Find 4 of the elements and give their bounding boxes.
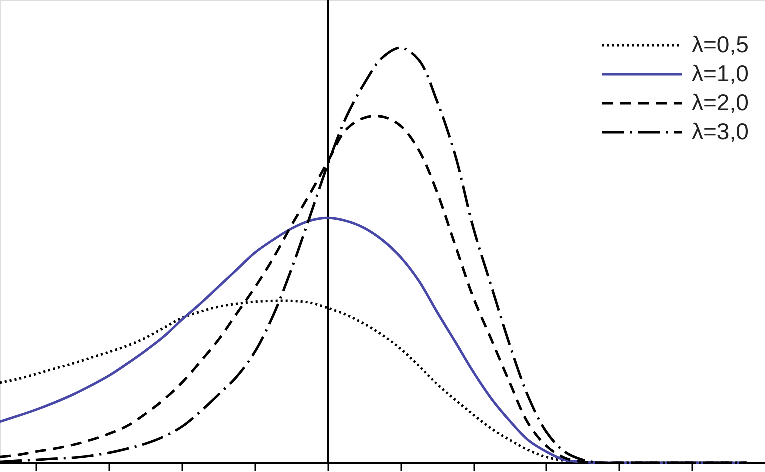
legend-label: λ=3,0 [692,118,749,144]
legend-label: λ=0,5 [692,32,749,58]
legend-label: λ=2,0 [692,90,749,116]
legend-label: λ=1,0 [692,60,749,86]
